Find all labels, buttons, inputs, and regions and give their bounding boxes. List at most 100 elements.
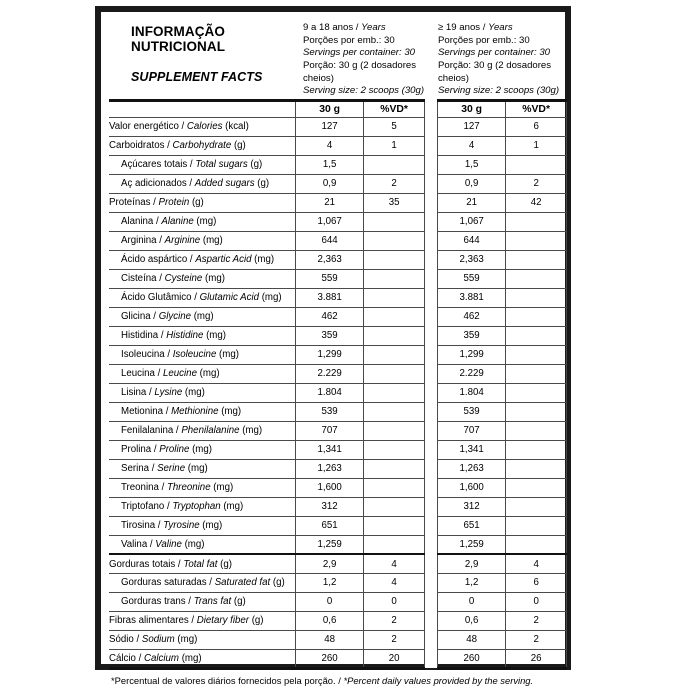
nutrient-amount-19-plus: 707	[436, 421, 506, 441]
nutrient-label: Valina / Valine (mg)	[109, 535, 296, 556]
nutrient-dv-19-plus	[505, 269, 567, 289]
nutrient-unit: (mg)	[182, 387, 205, 399]
nutrient-label: Glicina / Glycine (mg)	[109, 307, 296, 327]
age-range-label-1: 9 a 18 anos / Years	[303, 22, 434, 35]
nutrient-dv-9-18	[363, 250, 425, 270]
nutrient-label: Lisina / Lysine (mg)	[109, 383, 296, 403]
row-gap	[424, 231, 438, 251]
nutrient-amount-19-plus: 1,263	[436, 459, 506, 479]
row-gap	[424, 611, 438, 631]
nutrition-label-frame: INFORMAÇÃO NUTRICIONAL SUPPLEMENT FACTS …	[95, 6, 571, 686]
row-gap	[424, 307, 438, 327]
nutrient-unit: (mg)	[196, 368, 220, 380]
serving-info-19-plus: ≥ 19 anos / Years Porções por emb.: 30 S…	[438, 22, 569, 98]
nutrient-label: Histidina / Histidine (mg)	[109, 326, 296, 346]
nutrient-dv-19-plus: 2	[505, 174, 567, 194]
row-gap	[424, 250, 438, 270]
nutrient-label: Metionina / Methionine (mg)	[109, 402, 296, 422]
row-gap	[424, 383, 438, 403]
nutrient-label: Ácido Glutâmico / Glutamic Acid (mg)	[109, 288, 296, 308]
nutrient-name-pt: Valor energético /	[109, 121, 187, 133]
nutrient-dv-19-plus	[505, 459, 567, 479]
nutrient-dv-9-18	[363, 459, 425, 479]
nutrient-name-pt: Glicina /	[121, 311, 159, 323]
nutrient-dv-9-18: 5	[363, 117, 425, 137]
servings-per-container-en-2: Servings per container: 30	[438, 47, 550, 59]
nutrient-name-pt: Valina /	[121, 539, 156, 551]
serving-size-en-2: Serving size: 2 scoops (30g)	[438, 85, 560, 97]
table-row: Isoleucina / Isoleucine (mg) 1,299 1,299	[109, 345, 567, 365]
nutrient-name-pt: Sódio /	[109, 634, 142, 646]
nutrient-label: Proteínas / Protein (g)	[109, 193, 296, 213]
nutrient-name-pt: Ácido aspártico /	[121, 254, 196, 266]
nutrient-name-pt: Histidina /	[121, 330, 167, 342]
nutrient-name-en: Calcium	[144, 652, 179, 664]
nutrient-dv-19-plus	[505, 307, 567, 327]
nutrient-name-pt: Triptofano /	[121, 501, 173, 513]
nutrition-label-inner: INFORMAÇÃO NUTRICIONAL SUPPLEMENT FACTS …	[101, 12, 567, 686]
nutrient-label: Fibras alimentares / Dietary fiber (g)	[109, 611, 296, 631]
nutrient-name-en: Saturated fat	[214, 577, 271, 589]
nutrient-name-pt: Cálcio /	[109, 652, 144, 664]
nutrient-label: Valor energético / Calories (kcal)	[109, 117, 296, 137]
nutrient-dv-9-18	[363, 269, 425, 289]
nutrient-unit: (g)	[189, 197, 204, 209]
table-row: Lisina / Lysine (mg) 1.804 1.804	[109, 383, 567, 403]
nutrient-dv-9-18	[363, 307, 425, 327]
nutrient-unit: (mg)	[216, 349, 239, 361]
nutrient-name-en: Tryptophan	[172, 501, 221, 513]
nutrient-unit: (g)	[249, 615, 264, 627]
nutrient-name-en: Threonine	[166, 482, 211, 494]
nutrient-name-en: Glycine	[158, 311, 191, 323]
nutrient-name-pt: Alanina /	[121, 216, 162, 228]
nutrient-name-en: Alanine	[161, 216, 194, 228]
nutrient-name-en: Aspartic Acid	[195, 254, 252, 266]
nutrient-amount-9-18: 2,363	[294, 250, 364, 270]
nutrient-dv-19-plus	[505, 516, 567, 536]
nutrient-amount-9-18: 0	[294, 592, 364, 612]
nutrient-name-en: Phenilalanine	[181, 425, 240, 437]
nutrient-amount-19-plus: 127	[436, 117, 506, 137]
nutrient-amount-9-18: 1,600	[294, 478, 364, 498]
nutrient-dv-9-18	[363, 326, 425, 346]
table-row: Triptofano / Tryptophan (mg) 312 312	[109, 497, 567, 517]
nutrient-dv-9-18	[363, 440, 425, 460]
nutrient-name-en: Valine	[155, 539, 182, 551]
nutrient-dv-9-18: 0	[363, 592, 425, 612]
nutrient-amount-19-plus: 2,363	[436, 250, 506, 270]
nutrient-name-pt: Aç adicionados /	[121, 178, 195, 190]
table-row: Valina / Valine (mg) 1,259 1,259	[109, 535, 567, 556]
nutrient-amount-9-18: 21	[294, 193, 364, 213]
table-row: Alanina / Alanine (mg) 1,067 1,067	[109, 212, 567, 232]
nutrient-unit: (mg)	[203, 330, 226, 342]
nutrient-unit: (g)	[217, 558, 232, 570]
nutrient-name-en: Cysteine	[164, 273, 203, 285]
row-gap	[424, 535, 438, 555]
nutrient-name-pt: Lisina /	[121, 387, 155, 399]
nutrient-label: Triptofano / Tryptophan (mg)	[109, 497, 296, 517]
row-gap	[424, 649, 438, 669]
table-row: Valor energético / Calories (kcal) 127 5 12…	[109, 117, 567, 137]
nutrient-name-pt: Ácido Glutâmico /	[121, 292, 200, 304]
table-row: Fibras alimentares / Dietary fiber (g) 0,…	[109, 611, 567, 631]
nutrient-unit: (g)	[270, 577, 285, 589]
nutrient-label: Açúcares totais / Total sugars (g)	[109, 155, 296, 175]
nutrient-dv-9-18	[363, 364, 425, 384]
nutrient-dv-19-plus	[505, 364, 567, 384]
nutrient-dv-19-plus: 6	[505, 573, 567, 593]
page-subtitle: SUPPLEMENT FACTS	[131, 70, 263, 85]
row-gap	[424, 497, 438, 517]
table-row: Açúcares totais / Total sugars (g) 1,5 1,5	[109, 155, 567, 175]
column-header-dv-2: %VD*	[505, 98, 567, 118]
table-row: Cisteína / Cysteine (mg) 559 559	[109, 269, 567, 289]
nutrient-dv-19-plus	[505, 440, 567, 460]
nutrient-dv-19-plus: 6	[505, 117, 567, 137]
nutrient-amount-9-18: 2.229	[294, 364, 364, 384]
nutrient-dv-9-18	[363, 402, 425, 422]
row-gap	[424, 326, 438, 346]
nutrient-unit: (mg)	[200, 235, 223, 247]
nutrient-dv-19-plus	[505, 212, 567, 232]
row-gap	[424, 516, 438, 536]
nutrient-unit: (g)	[247, 159, 263, 171]
row-gap	[424, 193, 438, 213]
